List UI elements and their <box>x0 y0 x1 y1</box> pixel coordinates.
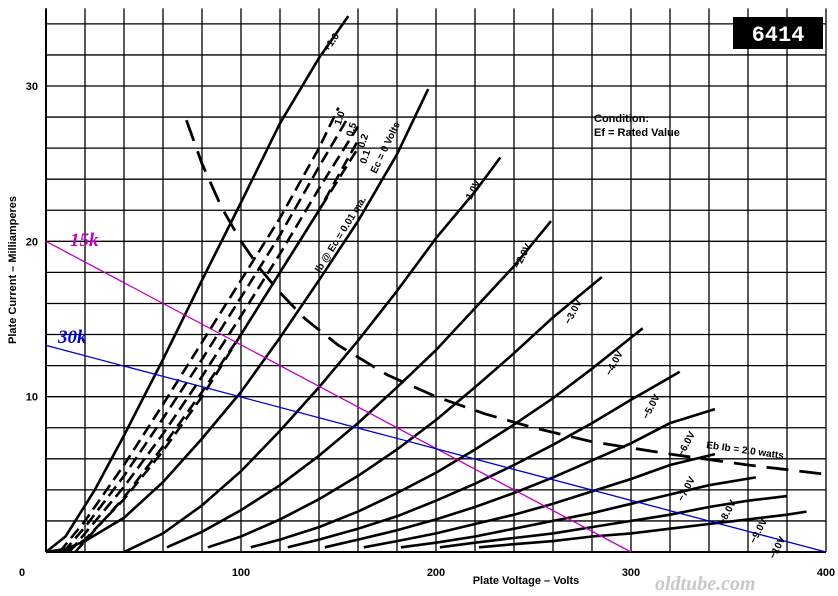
plate-curve-ib-ec-0-01-ma <box>64 147 360 554</box>
plate-curve-9-0v <box>439 494 788 549</box>
plate-curve-1-0 <box>45 15 350 554</box>
curve-label-10v: −10V <box>767 535 788 561</box>
x-tick-label: 300 <box>622 567 640 579</box>
plate-curve-5-0v <box>287 370 681 549</box>
y-tick-label: 10 <box>26 392 38 404</box>
watermark: oldtube.com <box>655 573 756 595</box>
load-line-15k <box>45 240 632 553</box>
axis-ticks: 0 100 200 300 400 10 20 30 <box>19 81 835 579</box>
plate-curves <box>45 15 827 554</box>
plate-curve-8-0v <box>400 476 757 549</box>
plate-curve-4-0v <box>250 327 644 549</box>
curve-label-plus-1: +1.0 <box>322 31 343 54</box>
condition-line-1: Condition: <box>594 113 649 125</box>
x-tick-label: 400 <box>817 567 835 579</box>
dashed-curve-label-0-1: 0.1 <box>358 148 373 165</box>
y-tick-label: 20 <box>26 236 38 248</box>
load-label-15k: 15k <box>70 230 99 251</box>
x-tick-label: 200 <box>427 567 445 579</box>
x-tick-label: 100 <box>232 567 250 579</box>
dissipation-curve <box>185 119 827 476</box>
dashed-curve-label-1-0: 1.0 <box>333 110 348 127</box>
curve-label-6-0v: −6.0V <box>676 430 698 459</box>
curve-label-2-0v: −2.0V <box>512 242 534 271</box>
plate-curve-2-0v <box>166 220 553 549</box>
dashed-curve-label-0-2: 0.2 <box>356 132 371 149</box>
x-tick-label: 0 <box>19 567 25 579</box>
plate-curve-6-0v <box>324 407 716 549</box>
x-axis-title: Plate Voltage – Volts <box>473 575 580 587</box>
condition-line-2: Ef = Rated Value <box>594 127 680 139</box>
tube-id-box: 6414 <box>733 17 823 49</box>
plate-curve-1-0v <box>123 156 502 554</box>
load-line-30k <box>45 344 827 553</box>
grid <box>45 8 827 553</box>
curve-label-1-0v: −1.0V <box>461 178 483 207</box>
plate-curve-7-0v <box>363 452 716 549</box>
dashed-curve-0-2 <box>68 125 360 553</box>
curve-label-3-0v: −3.0V <box>563 298 585 327</box>
dashed-curve-1-0 <box>58 107 340 553</box>
curve-label-4-0v: −4.0V <box>604 349 626 378</box>
plate-curve-10v <box>478 510 807 549</box>
y-tick-label: 30 <box>26 81 38 93</box>
y-axis-title: Plate Current – Milliamperes <box>7 196 19 344</box>
plate-curve-3-0v <box>207 276 603 549</box>
tube-id: 6414 <box>752 23 805 48</box>
load-label-30k: 30k <box>57 327 87 348</box>
dashed-curve-0-5 <box>62 116 350 553</box>
curve-label-8-0v: −8.0V <box>717 498 739 527</box>
dashed-curve-label-0-5: 0.5 <box>345 121 360 138</box>
